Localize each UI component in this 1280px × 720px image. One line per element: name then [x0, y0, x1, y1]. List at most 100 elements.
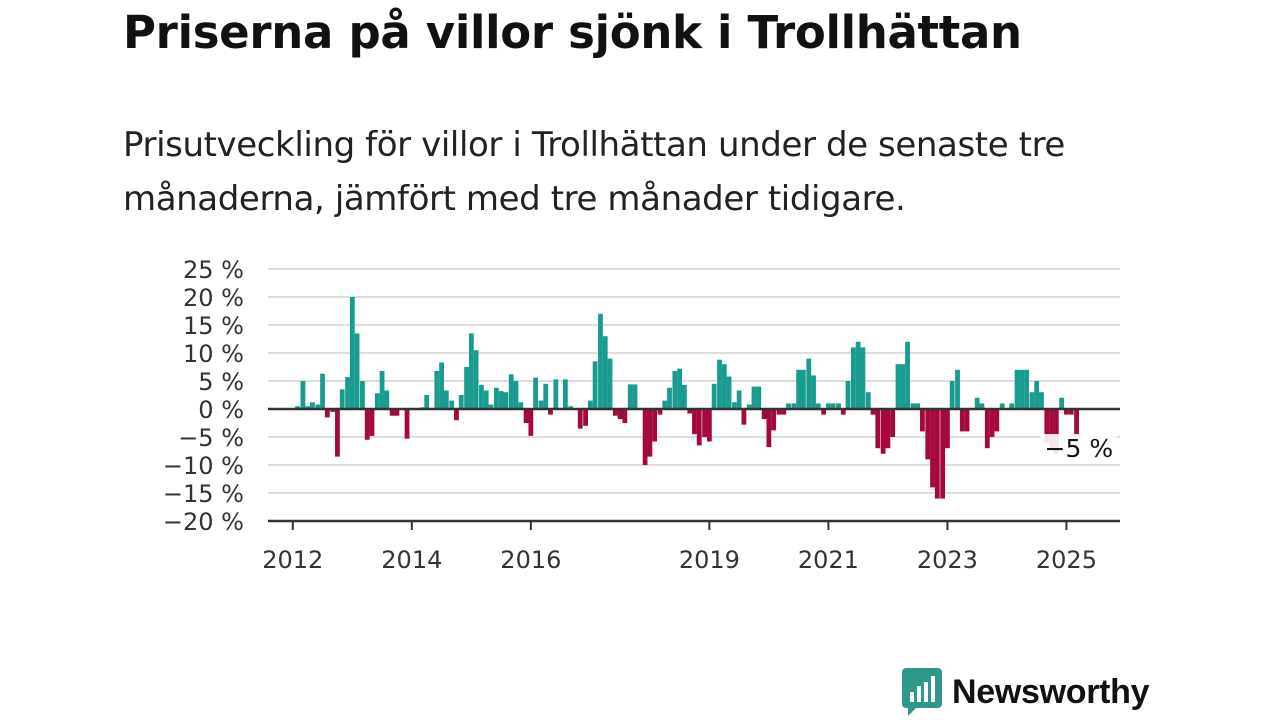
bar: [920, 409, 925, 432]
bar: [840, 409, 846, 415]
y-tick-label: 10 %: [183, 340, 244, 368]
bar: [945, 409, 950, 449]
bar: [667, 387, 672, 409]
y-tick-label: 20 %: [183, 284, 244, 312]
bar: [324, 409, 330, 418]
bar: [766, 409, 772, 448]
bar: [647, 409, 653, 457]
bar: [354, 333, 360, 409]
annotation-background: [1040, 434, 1118, 463]
bar: [1009, 403, 1015, 409]
bar: [934, 409, 940, 499]
bar: [657, 409, 663, 415]
brand-logo: Newsworthy: [902, 668, 1150, 716]
x-tick-label: 2012: [262, 546, 323, 574]
bar: [434, 370, 440, 409]
bar: [295, 406, 300, 409]
bar: [330, 409, 336, 412]
bar: [776, 409, 782, 415]
x-tick-label: 2019: [679, 546, 740, 574]
bar: [543, 383, 549, 409]
bar: [538, 400, 544, 409]
bar: [632, 384, 638, 409]
bar: [825, 403, 831, 409]
bar: [786, 403, 791, 409]
bar: [468, 333, 474, 409]
bar: [756, 386, 762, 409]
bar: [473, 350, 479, 409]
bar: [1044, 409, 1050, 443]
bar: [1014, 369, 1020, 409]
bar: [320, 373, 325, 409]
y-tick-label: 5 %: [198, 368, 244, 396]
bar: [335, 409, 340, 457]
bar: [845, 381, 851, 409]
y-tick-label: −20 %: [163, 508, 244, 536]
x-tick-label: 2025: [1036, 546, 1097, 574]
y-tick-label: 0 %: [198, 396, 244, 424]
bar: [821, 409, 827, 415]
bar: [369, 409, 375, 436]
bar: [900, 364, 906, 409]
bar: [880, 409, 886, 454]
bar: [1024, 369, 1029, 409]
bar: [310, 402, 315, 409]
bar: [389, 409, 395, 416]
bar: [1059, 397, 1065, 409]
bar: [607, 358, 613, 409]
bar: [681, 384, 687, 409]
bar: [994, 409, 1000, 432]
bar: [498, 391, 504, 409]
bar: [305, 406, 311, 409]
bar: [1053, 409, 1059, 454]
bar: [895, 364, 901, 409]
bar: [1074, 409, 1079, 437]
bar: [687, 409, 693, 414]
chart-title: Priserna på villor sjönk i Trollhättan: [123, 6, 1022, 59]
bar: [974, 397, 980, 409]
bar: [454, 409, 459, 421]
bar: [915, 403, 921, 409]
bar: [553, 379, 559, 409]
bar: [315, 404, 321, 409]
bar: [761, 409, 767, 420]
bar: [706, 409, 712, 442]
bar: [384, 390, 390, 409]
bar: [458, 395, 464, 409]
bar: [711, 383, 717, 409]
x-tick-label: 2014: [381, 546, 442, 574]
bar: [999, 403, 1005, 409]
bar: [443, 390, 449, 409]
bar: [875, 409, 881, 449]
bar: [811, 375, 816, 409]
bar: [726, 376, 732, 409]
bar: [930, 409, 935, 488]
y-tick-label: −10 %: [163, 452, 244, 480]
bar: [464, 367, 469, 409]
bar: [855, 341, 861, 409]
bar-chart-bubble-icon: [902, 668, 942, 716]
bar: [508, 374, 514, 409]
bar: [984, 409, 990, 449]
bar: [598, 313, 603, 409]
bar: [483, 390, 489, 409]
bar: [424, 395, 430, 409]
bar: [736, 390, 742, 409]
bar: [642, 409, 648, 465]
bar: [533, 377, 539, 409]
bar: [949, 381, 955, 409]
bar: [940, 409, 946, 499]
bar: [583, 409, 588, 426]
bar: [865, 392, 871, 409]
bar: [751, 386, 757, 409]
bar: [702, 409, 708, 437]
bar: [1034, 381, 1040, 409]
bar: [1049, 409, 1054, 449]
gridlines: [268, 268, 1120, 494]
bar: [627, 384, 633, 409]
bar: [449, 400, 455, 409]
bar: [1064, 409, 1069, 415]
bar: [364, 409, 370, 440]
bar: [345, 377, 350, 409]
